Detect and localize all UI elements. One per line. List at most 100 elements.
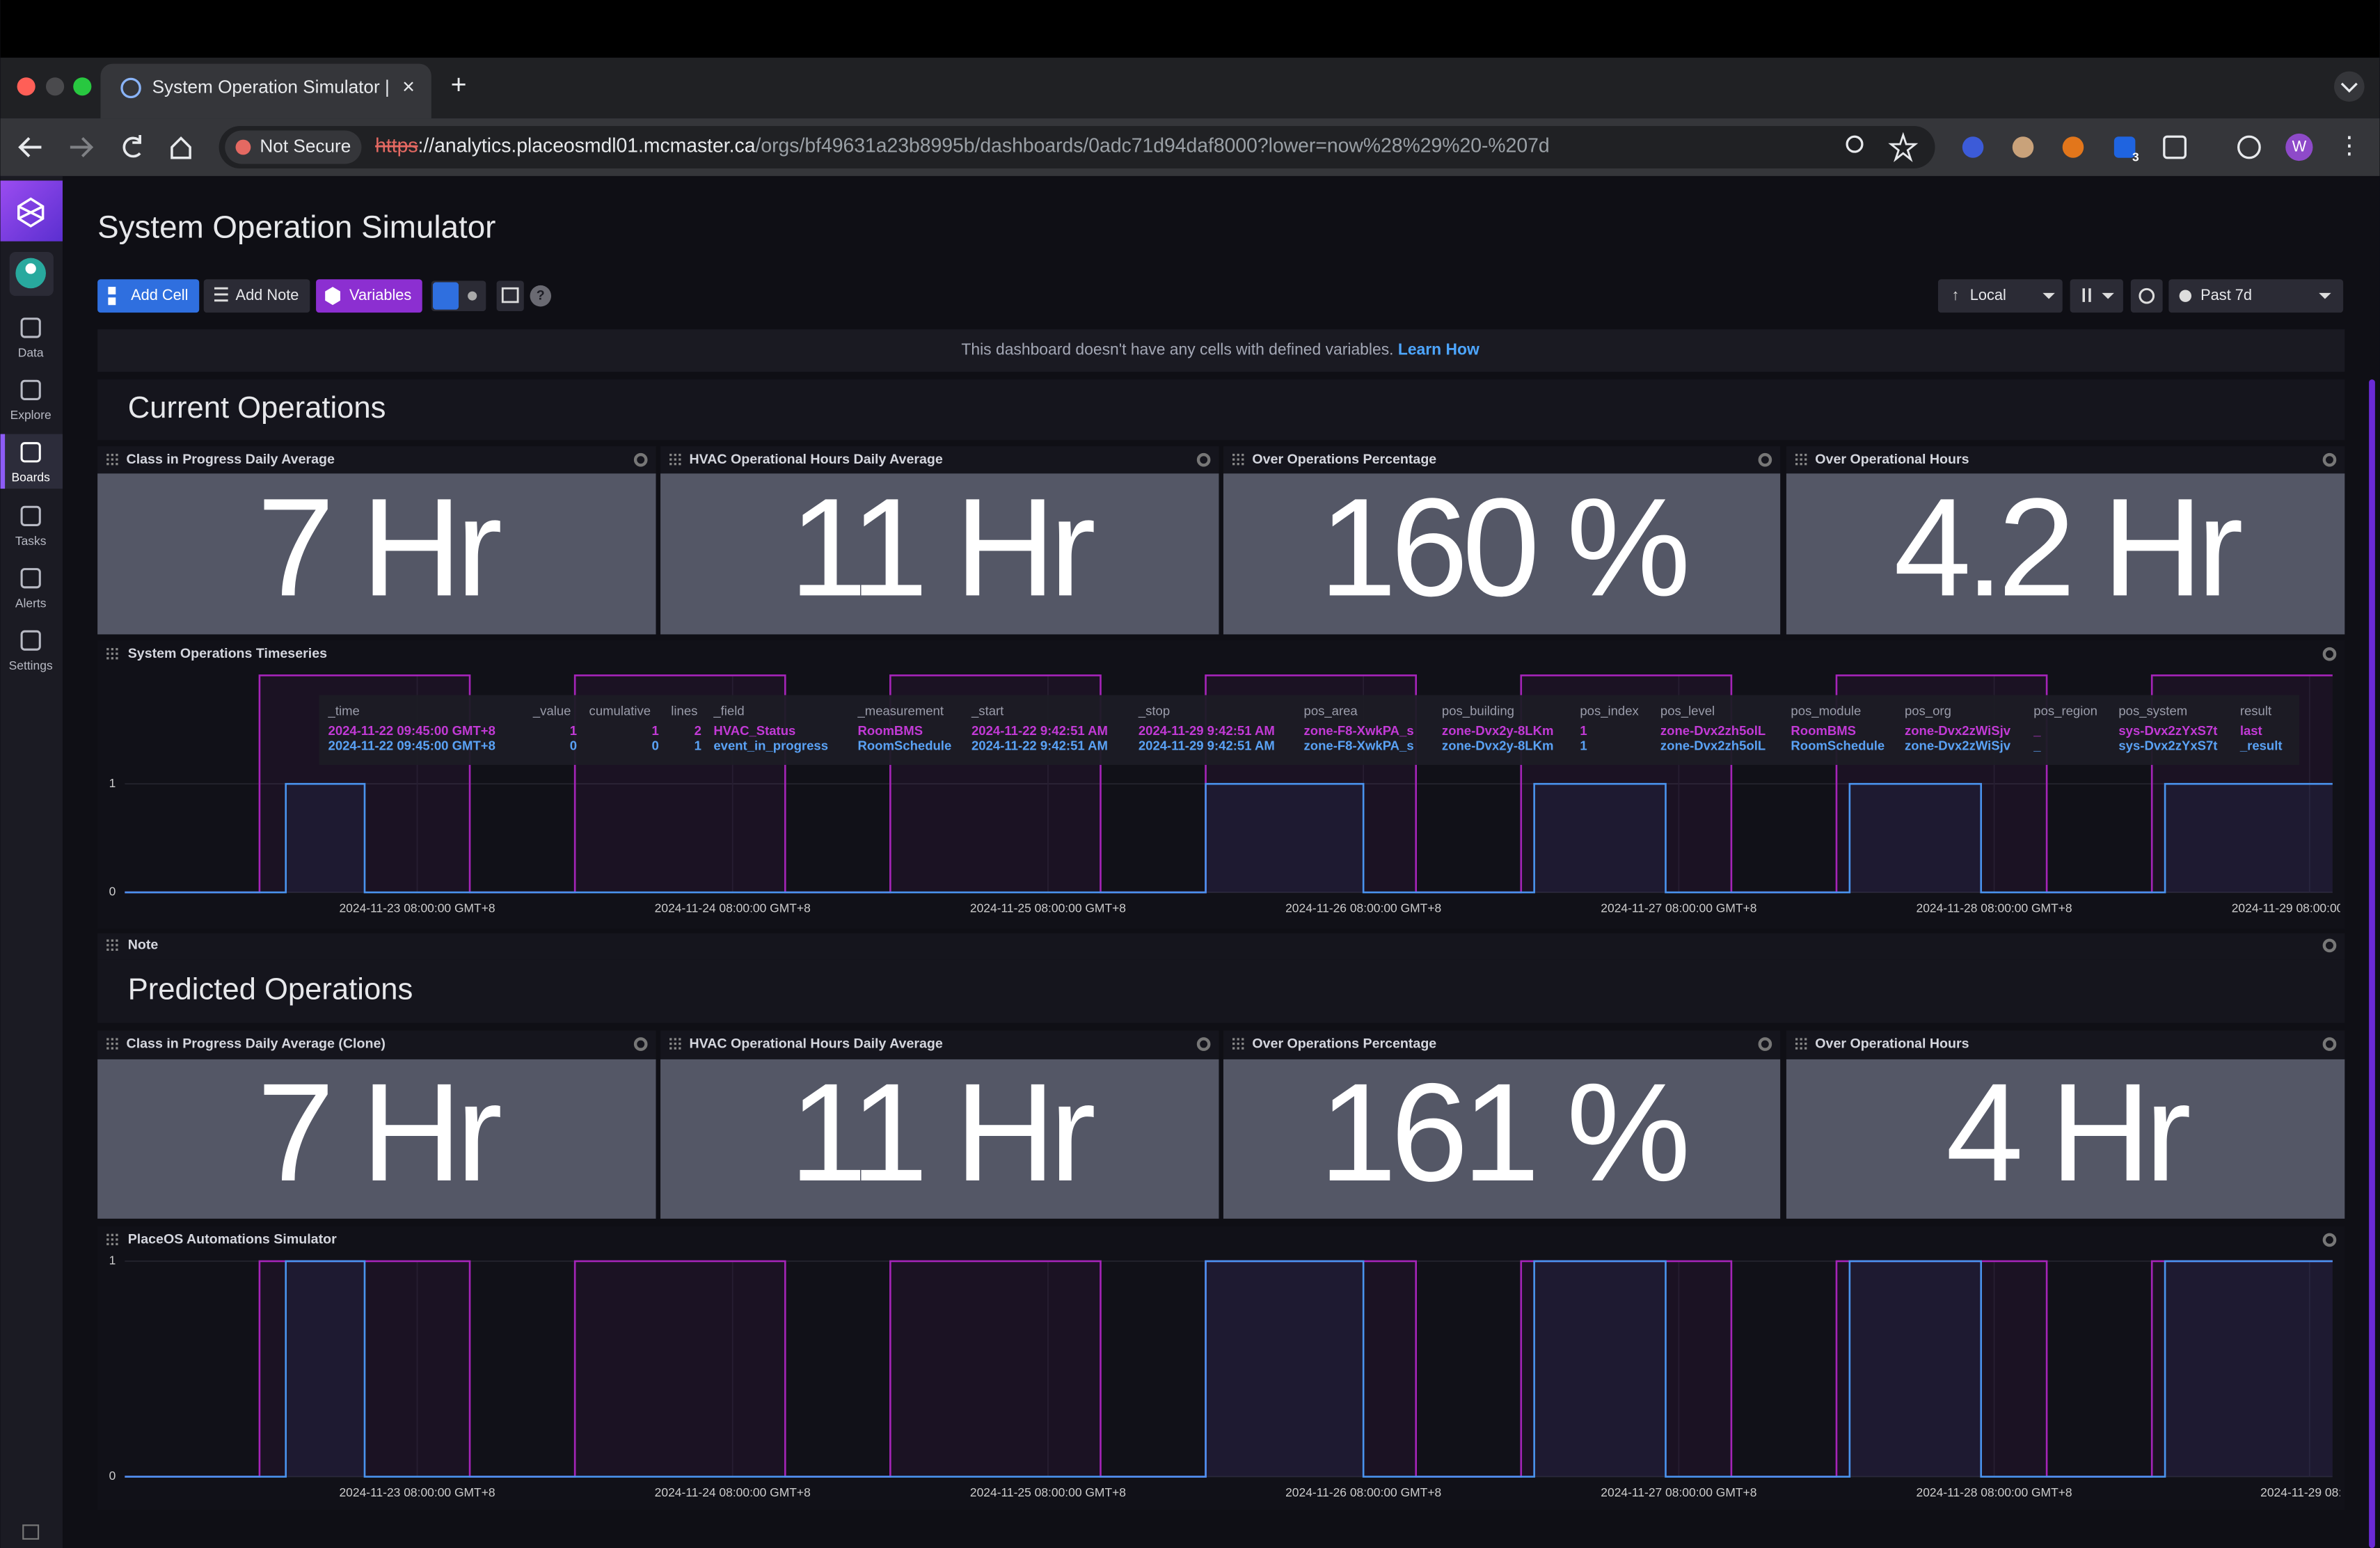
drag-handle [106,1047,109,1050]
security-icon [235,139,251,155]
cell-settings[interactable] [1758,452,1772,467]
drag-handle [116,463,118,466]
add-note-button[interactable] [203,279,310,313]
tooltip-cell: zone-Dvx2zh5olL [1660,739,1766,753]
help-icon: ? [537,287,545,303]
note-cell-title: Note [128,938,159,953]
refresh-icon [2139,287,2155,304]
stat-panel [1786,1059,2345,1219]
tab-search[interactable] [2334,71,2365,102]
tab-close[interactable]: × [402,75,415,99]
tooltip-header: pos_level [1660,703,1715,718]
close-window[interactable] [17,77,35,96]
drag-handle [116,652,118,655]
add-note-icon [214,287,228,302]
omnibox[interactable] [219,125,1935,169]
x-tick-label: 2024-11-25 08:00:00 GMT+8 [970,1485,1126,1499]
active-tab[interactable] [100,63,431,119]
drag-handle [106,1238,109,1241]
tooltip-header: pos_index [1580,703,1639,718]
forward-button[interactable] [70,137,94,157]
extension-1[interactable] [1962,136,1984,158]
tooltip-cell: 1 [1580,723,1587,738]
reload-button[interactable] [122,135,142,158]
tooltip-header: _start [971,703,1004,718]
tooltip-cell: 1 [1580,739,1587,753]
cell-settings[interactable] [2322,452,2337,467]
dropdown-caret [2319,292,2331,299]
stat-cell-title: Over Operations Percentage [1252,1036,1436,1051]
tab-title: System Operation Simulator | [152,76,390,97]
time-range-dropdown[interactable] [2168,279,2344,313]
zoom-icon[interactable] [1846,135,1864,153]
drag-handle [106,648,109,651]
pause-icon [2082,288,2091,302]
url-scheme: https [375,135,418,157]
drag-handle [111,657,114,660]
cell-settings[interactable] [1196,1037,1211,1051]
drag-handle [106,944,109,947]
drag-handle [111,948,114,951]
back-button[interactable] [18,137,42,157]
stat-cell-title: Class in Progress Daily Average (Clone) [127,1036,386,1051]
drag-handle [1237,453,1239,457]
extensions-menu[interactable] [2163,135,2187,159]
sync-icon[interactable] [2237,135,2261,159]
y-tick-label: 1 [109,1254,116,1267]
security-chip[interactable] [225,130,362,164]
nav-icon [20,442,41,463]
variables-notice [97,329,2345,372]
new-tab[interactable]: + [451,70,467,100]
refresh-button[interactable] [2130,279,2163,313]
drag-handle [106,657,109,660]
extension-2[interactable] [2012,136,2034,158]
add-cell-button[interactable] [97,279,200,313]
collapse-bar[interactable] [0,1515,63,1548]
bookmark-icon[interactable] [1888,132,1919,163]
cell-settings[interactable] [633,1037,648,1051]
drag-handle [669,458,672,461]
variables-button[interactable] [316,279,422,313]
extension-4[interactable] [2113,136,2136,158]
maximize-window[interactable] [73,77,92,96]
minimize-window[interactable] [45,77,65,96]
extension-badge: 3 [2132,150,2139,164]
cell-settings[interactable] [2322,1233,2337,1247]
x-axis-labels: 2024-11-23 08:00:00 GMT+8 2024-11-24 08:0… [339,901,2380,915]
extension-3[interactable] [2062,136,2084,158]
drag-handle [1804,1038,1807,1041]
learn-how-link[interactable]: Learn How [1398,340,1479,358]
drag-handle [679,1038,681,1041]
dashboard-title: System Operation Simulator [97,209,495,244]
drag-handle [1241,463,1244,466]
presentation-button[interactable] [496,281,524,311]
cell-settings[interactable] [1758,1037,1772,1051]
cell-settings[interactable] [2322,647,2337,661]
drag-handle [1237,458,1239,461]
drag-handle [674,1042,676,1045]
cell-settings[interactable] [1196,452,1211,467]
x-tick-label: 2024-11-29 08:00:00 GMT+8 [2232,901,2380,915]
drag-handle [1804,453,1807,457]
tooltip-cell: event_in_progress [713,739,828,753]
scrollbar[interactable] [2369,379,2375,1548]
drag-handle [116,657,118,660]
autorefresh-dropdown[interactable] [2070,279,2123,313]
timezone-dropdown[interactable] [1937,279,2063,313]
drag-handle [1232,1042,1235,1045]
drag-handle [111,1238,114,1241]
home-button[interactable] [170,136,191,159]
tooltip-header: _measurement [857,703,944,718]
profile-avatar[interactable] [2285,133,2313,161]
drag-handle [1232,453,1235,457]
browser-menu[interactable]: ⋮ [2337,132,2361,159]
tooltip-header: lines [671,703,697,718]
tooltip-cell: 1 [695,739,701,753]
help-button[interactable] [530,285,552,307]
add-cell-icon [108,287,116,294]
cell-settings[interactable] [2322,938,2337,953]
tooltip-cell: 2024-11-22 09:45:00 GMT+8 [328,723,495,738]
cell-settings[interactable] [633,452,648,467]
cell-settings[interactable] [2322,1037,2337,1051]
stat-panel [97,473,656,635]
